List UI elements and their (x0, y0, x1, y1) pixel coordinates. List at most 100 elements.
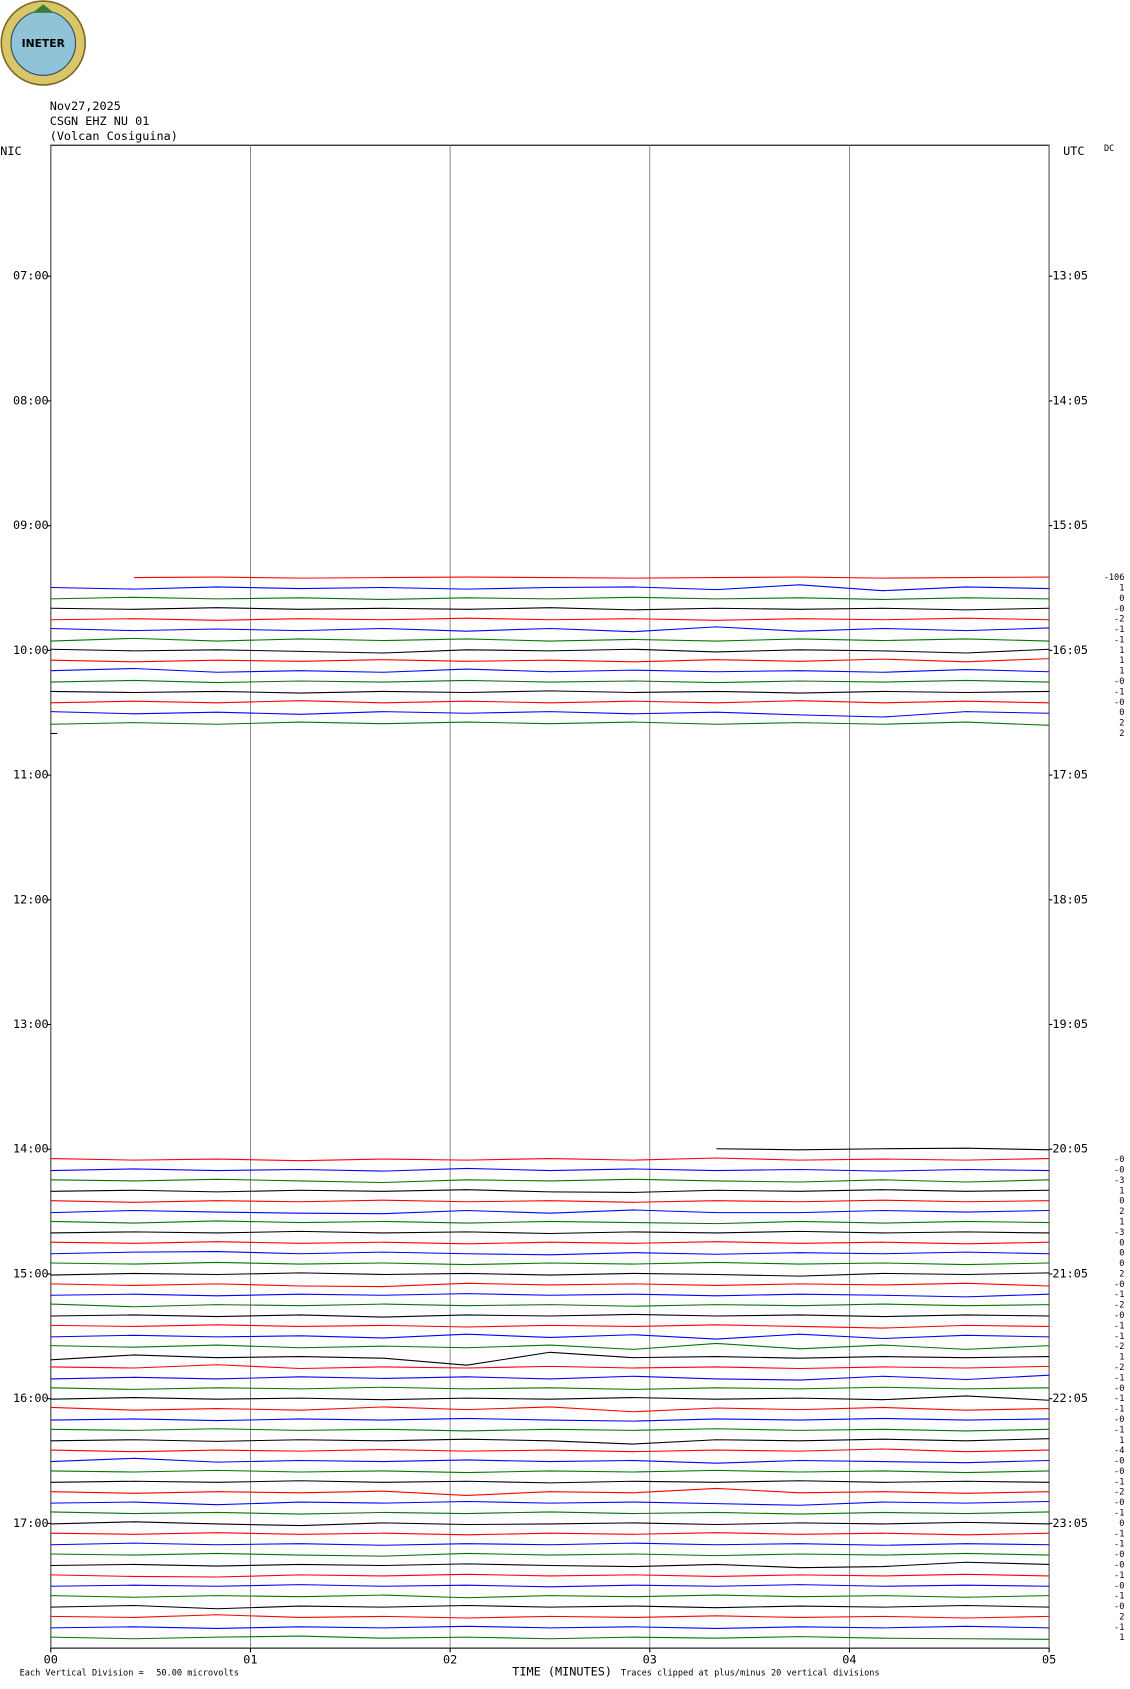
dc-offset-label: -2 (1114, 1363, 1124, 1373)
y-tick-label: 15:00 (13, 1266, 49, 1280)
trace (50, 1457, 1050, 1464)
trace (50, 1448, 1050, 1453)
scale-label: Each Vertical Division = (20, 1668, 144, 1678)
trace (50, 1573, 1050, 1578)
x-tick-label: 00 (44, 1652, 58, 1666)
dc-offset-label: -0 (1114, 1467, 1124, 1477)
trace (50, 1438, 1050, 1445)
header-channel: CSGN EHZ NU 01 (50, 114, 150, 128)
dc-offset-label: -2 (1114, 1488, 1124, 1498)
trace (50, 1594, 1050, 1599)
dc-offset-label: -1 (1114, 1405, 1124, 1415)
trace (50, 1303, 1050, 1308)
trace (50, 658, 1050, 663)
dc-offset-label: -1 (1114, 625, 1124, 635)
trace (50, 1157, 1050, 1162)
y-tick-label: 12:00 (13, 892, 49, 906)
trace (50, 1532, 1050, 1536)
y-tick-label: 07:00 (13, 269, 49, 283)
trace (50, 1552, 1050, 1557)
y-tick-label: 10:00 (13, 643, 49, 657)
x-tick-label: 02 (443, 1652, 457, 1666)
trace (50, 667, 1050, 673)
y2-tick-label: 21:05 (1052, 1266, 1088, 1280)
trace (50, 1428, 1050, 1432)
y-tick-label: 11:00 (13, 768, 49, 782)
dc-offset-label: -0 (1114, 1498, 1124, 1508)
dc-offset-label: -1 (1114, 687, 1124, 697)
trace (50, 1584, 1050, 1588)
dc-offset-label: -2 (1114, 1301, 1124, 1311)
y-tick-label: 08:00 (13, 393, 49, 407)
trace (50, 648, 1050, 654)
trace (50, 1469, 1050, 1474)
trace (50, 1604, 1050, 1610)
y2-tick-label: 17:05 (1052, 768, 1088, 782)
trace (50, 1614, 1050, 1619)
trace (50, 637, 1050, 642)
dc-offset-label: -0 (1114, 1602, 1124, 1612)
trace (50, 690, 1050, 694)
dc-offset-label: 1 (1119, 1353, 1124, 1363)
y2-tick-label: 22:05 (1052, 1391, 1088, 1405)
dc-offset-label: -0 (1114, 604, 1124, 614)
dc-offset-label: -1 (1114, 1623, 1124, 1633)
trace (133, 576, 1050, 579)
y2-tick-label: 15:05 (1052, 518, 1088, 532)
trace (50, 1209, 1050, 1215)
dc-offset-label: -1 (1114, 1321, 1124, 1331)
dc-offset-label: -0 (1114, 677, 1124, 687)
trace (50, 584, 1050, 592)
dc-offset-label: 0 (1119, 708, 1124, 718)
trace (50, 617, 1050, 621)
y-tick-label: 16:00 (13, 1391, 49, 1405)
right-axis-label: UTC (1063, 144, 1084, 158)
dc-offset-label: 0 (1119, 594, 1124, 604)
trace (50, 1342, 1050, 1350)
y-tick-label: 09:00 (13, 518, 49, 532)
trace (50, 626, 1050, 633)
dc-offset-label: -1 (1114, 1529, 1124, 1539)
dc-offset-label: -1 (1114, 1509, 1124, 1519)
trace (50, 1230, 1050, 1235)
trace (50, 1220, 1050, 1225)
dc-offset-label: 0 (1119, 1249, 1124, 1259)
dc-offset-label: -0 (1114, 1311, 1124, 1321)
trace (50, 721, 1050, 726)
left-axis-label: NIC (0, 144, 21, 158)
dc-offset-label: -0 (1114, 1581, 1124, 1591)
trace (50, 1333, 1050, 1340)
logo: INETER (0, 0, 87, 86)
dc-offset-label: -0 (1114, 1550, 1124, 1560)
dc-offset-label: 0 (1119, 1259, 1124, 1269)
dc-offset-label: -0 (1114, 698, 1124, 708)
trace (50, 1561, 1050, 1569)
trace (50, 1261, 1050, 1266)
trace (50, 1395, 1050, 1401)
dc-offset-label: 0 (1119, 1197, 1124, 1207)
dc-offset-label: 1 (1119, 1633, 1124, 1643)
trace (50, 700, 1050, 704)
dc-offset-label: 0 (1119, 1238, 1124, 1248)
trace (50, 1167, 1050, 1172)
dc-offset-label: 2 (1119, 1207, 1124, 1217)
trace (716, 1147, 1050, 1151)
dc-offset-label: -2 (1114, 615, 1124, 625)
dc-offset-label: -2 (1114, 1342, 1124, 1352)
dc-offset-label: -0 (1114, 1384, 1124, 1394)
trace (50, 1386, 1050, 1390)
trace (50, 1241, 1050, 1245)
trace (50, 1511, 1050, 1515)
trace (50, 1406, 1050, 1413)
trace (50, 1293, 1050, 1298)
trace (50, 1189, 1050, 1193)
y-tick-label: 13:00 (13, 1017, 49, 1031)
dc-offset-label: 0 (1119, 1519, 1124, 1529)
trace (50, 1364, 1050, 1370)
dc-offset-label: 2 (1119, 1612, 1124, 1622)
dc-offset-label: -106 (1104, 573, 1125, 583)
dc-offset-label: -1 (1114, 1425, 1124, 1435)
trace (50, 1351, 1050, 1366)
dc-offset-label: -1 (1114, 1373, 1124, 1383)
dc-offset-label: -0 (1114, 1155, 1124, 1165)
